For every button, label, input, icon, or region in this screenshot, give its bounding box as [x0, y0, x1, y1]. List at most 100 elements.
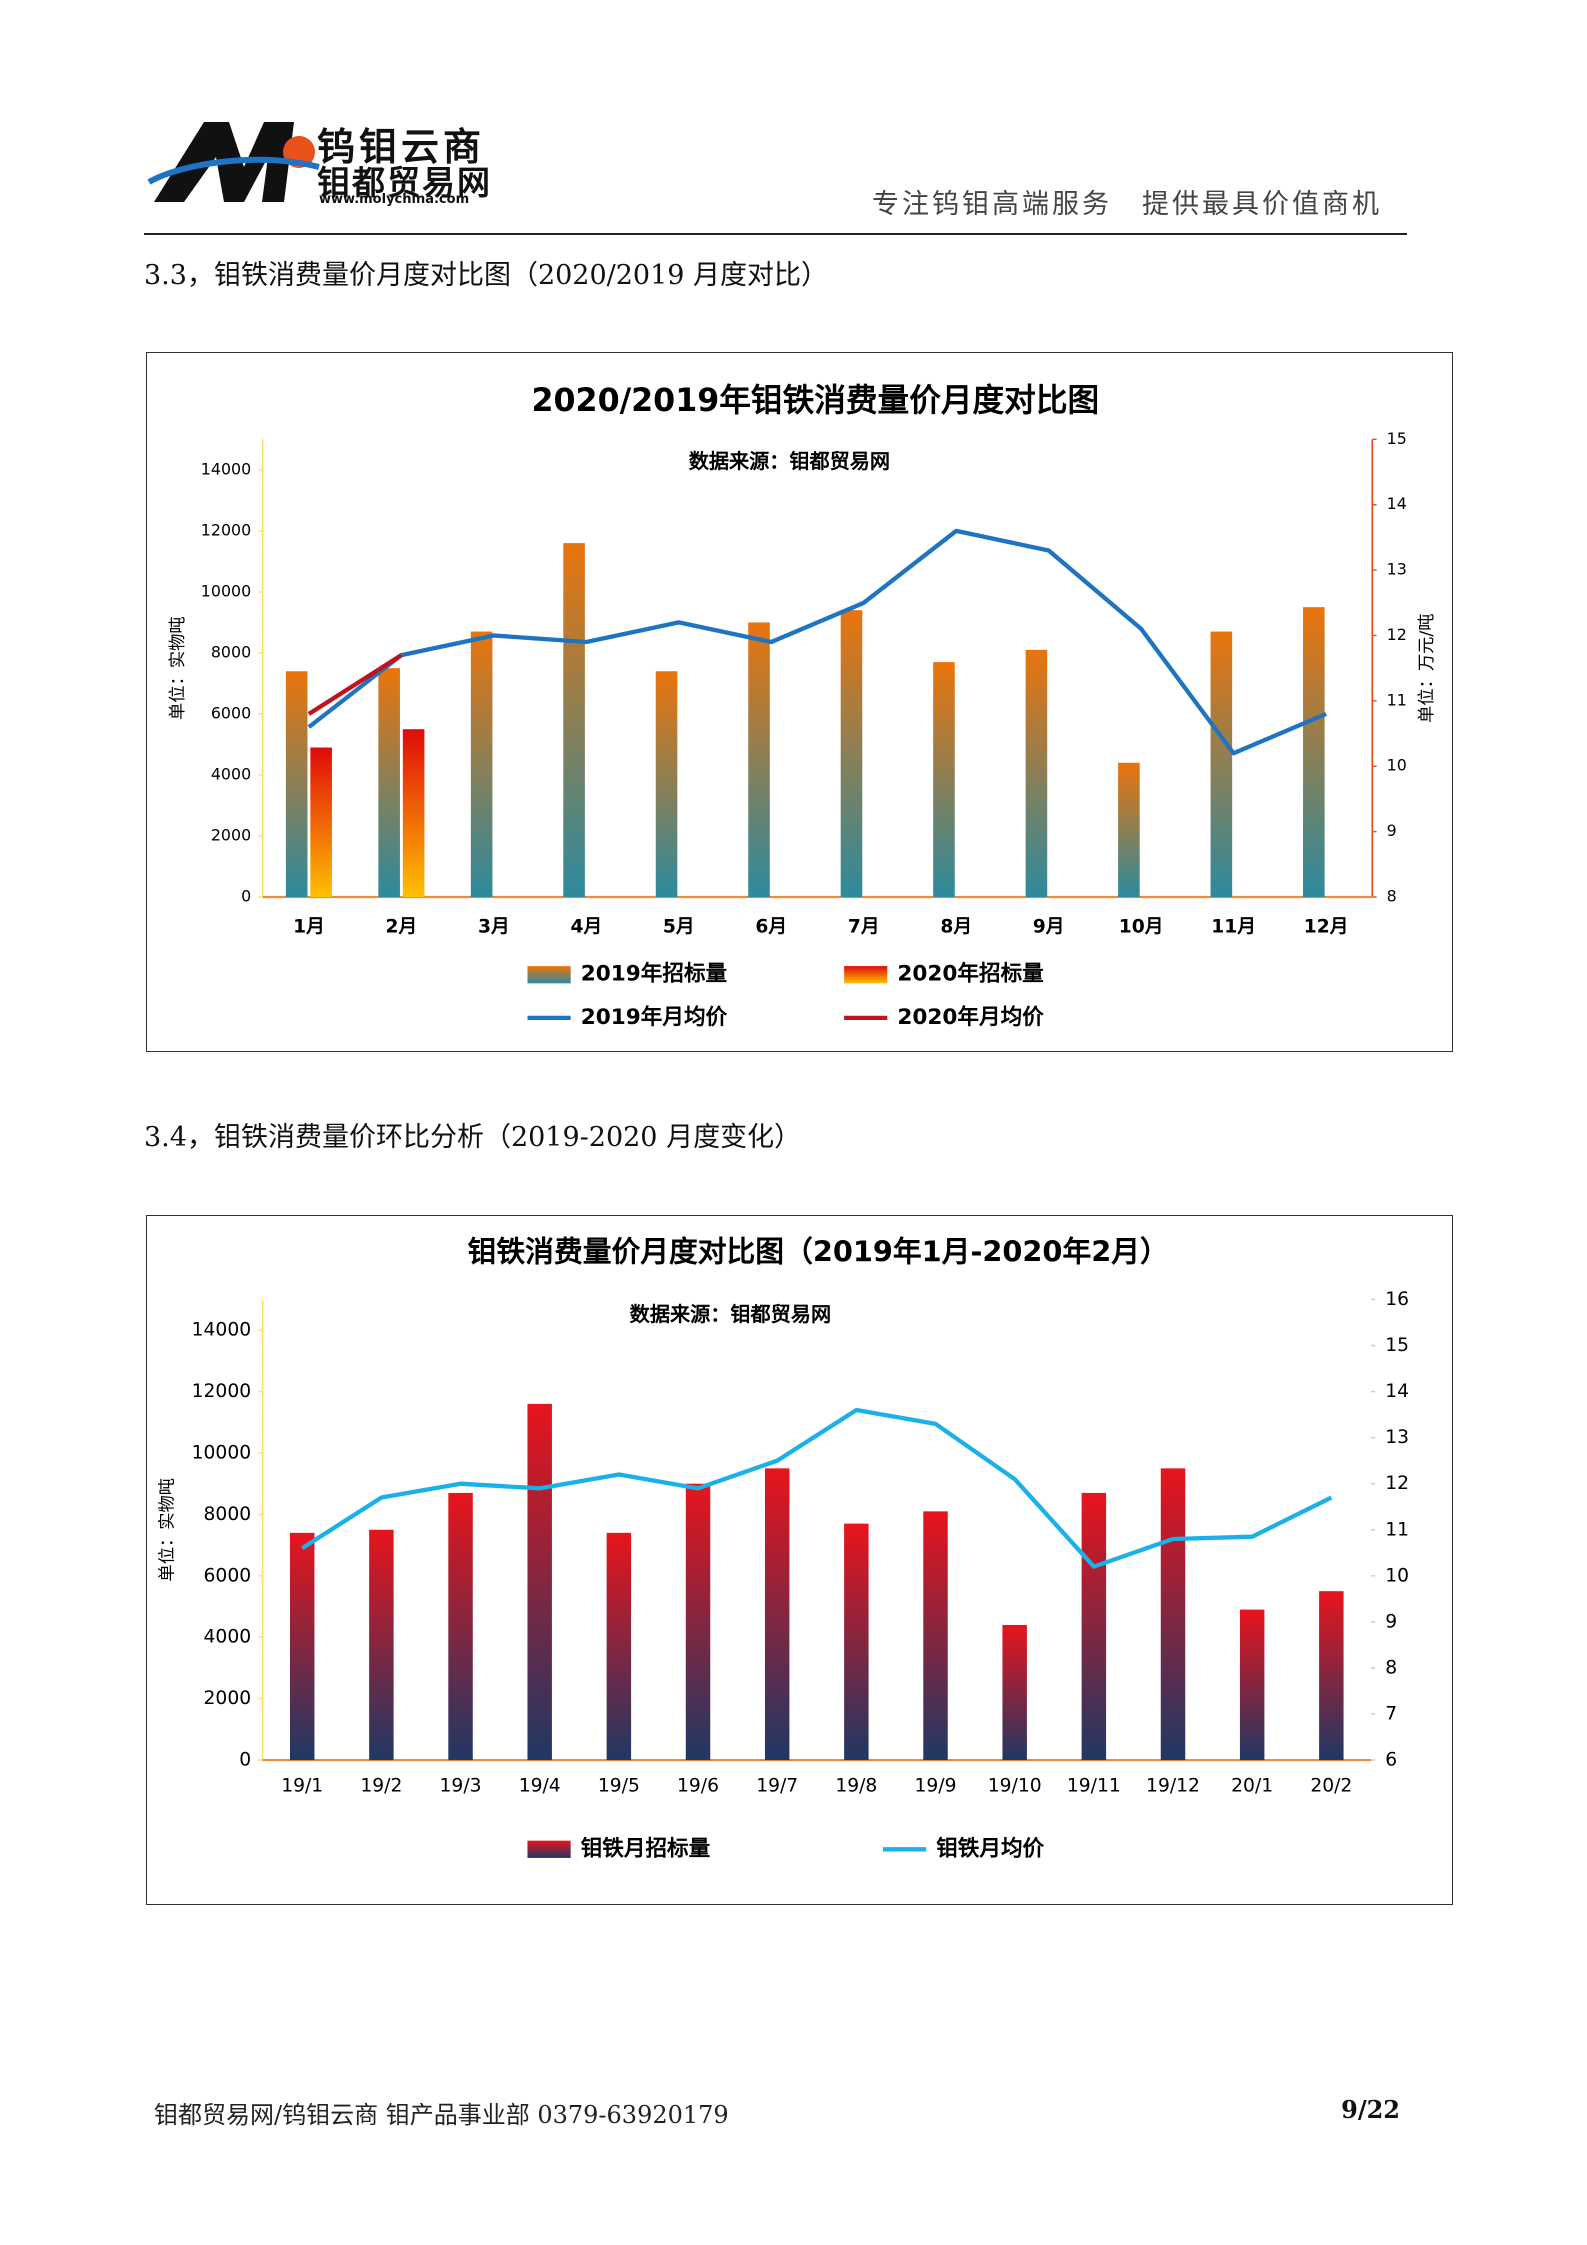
x-tick-label: 7月 [848, 917, 880, 938]
y2-tick-label: 13 [1387, 560, 1407, 579]
y2-tick-label: 14 [1385, 1381, 1409, 1402]
y-tick-label: 10000 [192, 1443, 251, 1464]
y2-tick-label: 16 [1385, 1289, 1409, 1310]
x-tick-label: 11月 [1211, 917, 1256, 938]
y-tick-label: 10000 [201, 581, 251, 600]
y-tick-label: 2000 [211, 825, 251, 844]
legend-swatch [844, 966, 888, 984]
legend-label: 2020年月均价 [897, 1004, 1044, 1030]
bar [1239, 1609, 1265, 1761]
x-tick-label: 19/11 [1067, 1775, 1121, 1796]
y2-tick-label: 10 [1385, 1565, 1409, 1586]
legend-label: 2019年招标量 [581, 961, 727, 987]
bar [844, 1523, 869, 1761]
y2-tick-label: 8 [1387, 887, 1397, 906]
bar [369, 1529, 394, 1761]
y2-tick-label: 10 [1387, 756, 1407, 775]
section-heading: 3.3，钼铁消费量价月度对比图（2020/2019 月度对比） [144, 260, 829, 291]
bar [289, 1532, 315, 1761]
y-tick-label: 0 [241, 887, 251, 906]
x-tick-label: 19/5 [598, 1775, 640, 1796]
logo-title: 钨钼云商 [317, 125, 486, 169]
y-tick-label: 12000 [201, 520, 251, 539]
x-tick-label: 19/8 [835, 1775, 877, 1796]
chart-subtitle: 数据来源：钼都贸易网 [689, 449, 890, 473]
bar [1303, 607, 1325, 898]
bar [1081, 1492, 1107, 1761]
x-tick-label: 8月 [940, 917, 972, 938]
x-tick-label: 19/4 [519, 1775, 561, 1796]
header-rule [144, 233, 1407, 235]
y-tick-label: 0 [239, 1750, 251, 1771]
y-axis-title: 单位：实物吨 [168, 616, 188, 720]
bar [378, 668, 400, 898]
y2-tick-label: 6 [1385, 1750, 1397, 1771]
y2-tick-label: 11 [1385, 1519, 1409, 1540]
y2-tick-label: 13 [1385, 1427, 1409, 1448]
x-tick-label: 19/12 [1146, 1775, 1200, 1796]
y-tick-label: 8000 [211, 642, 251, 661]
bar [1319, 1591, 1344, 1761]
y-tick-label: 4000 [204, 1627, 252, 1648]
y-tick-label: 8000 [204, 1504, 252, 1525]
bar [1160, 1468, 1186, 1761]
x-tick-label: 2月 [386, 917, 418, 938]
y-tick-label: 14000 [201, 459, 251, 478]
bar [310, 747, 332, 898]
y2-tick-label: 12 [1387, 625, 1407, 644]
logo-mark [147, 122, 320, 202]
x-tick-label: 12月 [1304, 917, 1349, 938]
y2-tick-label: 9 [1387, 821, 1397, 840]
bar [285, 671, 308, 898]
bar [655, 671, 678, 898]
line [307, 528, 1327, 756]
bar [840, 610, 863, 898]
x-tick-label: 5月 [663, 917, 695, 938]
footer-text: 钼都贸易网/钨钼云商 钼产品事业部 0379-63920179 [154, 2101, 729, 2129]
y-tick-label: 4000 [211, 764, 251, 783]
chart: 钼铁消费量价月度对比图（2019年1月-2020年2月） 数据来源：钼都贸易网单位… [146, 1215, 1453, 1905]
x-tick-label: 3月 [478, 917, 510, 938]
section-heading: 3.4，钼铁消费量价环比分析（2019-2020 月度变化） [144, 1122, 802, 1153]
x-tick-label: 19/3 [440, 1775, 482, 1796]
chart-title: 钼铁消费量价月度对比图（2019年1月-2020年2月） [468, 1234, 1169, 1268]
bar [933, 662, 955, 898]
legend-label: 钼铁月均价 [936, 1835, 1044, 1861]
bar [764, 1468, 790, 1761]
y-tick-label: 14000 [192, 1320, 251, 1341]
x-tick-label: 4月 [570, 917, 602, 938]
y-axis-title: 单位：实物吨 [158, 1478, 178, 1582]
y2-tick-label: 15 [1387, 429, 1407, 448]
legend-label: 钼铁月招标量 [581, 1835, 710, 1861]
legend-swatch [527, 966, 571, 984]
bar [685, 1483, 711, 1761]
x-tick-label: 19/9 [915, 1775, 957, 1796]
bar [1025, 649, 1048, 898]
bar [923, 1511, 948, 1761]
y2-tick-label: 9 [1385, 1611, 1397, 1632]
x-tick-label: 10月 [1119, 917, 1164, 938]
y-tick-label: 6000 [211, 703, 251, 722]
tagline: 专注钨钼高端服务 提供最具价值商机 [872, 189, 1382, 220]
x-tick-label: 19/6 [677, 1775, 719, 1796]
x-tick-label: 19/7 [756, 1775, 798, 1796]
y-tick-label: 12000 [192, 1381, 251, 1402]
y2-tick-label: 12 [1385, 1473, 1409, 1494]
bar [402, 729, 425, 898]
line [301, 1407, 1333, 1569]
chart-subtitle: 数据来源：钼都贸易网 [630, 1302, 831, 1326]
x-tick-label: 20/1 [1231, 1775, 1273, 1796]
y2-axis-title: 单位：万元/吨 [1417, 613, 1437, 722]
y-tick-label: 6000 [204, 1565, 252, 1586]
legend-label: 2020年招标量 [897, 961, 1043, 987]
bar [1002, 1624, 1027, 1761]
bar [470, 631, 493, 898]
x-tick-label: 1月 [293, 917, 325, 938]
line [307, 653, 403, 716]
x-tick-label: 19/10 [988, 1775, 1042, 1796]
bar [448, 1492, 473, 1761]
x-tick-label: 20/2 [1310, 1775, 1352, 1796]
bar [563, 543, 585, 898]
logo-url: www.molychina.com [319, 192, 470, 207]
